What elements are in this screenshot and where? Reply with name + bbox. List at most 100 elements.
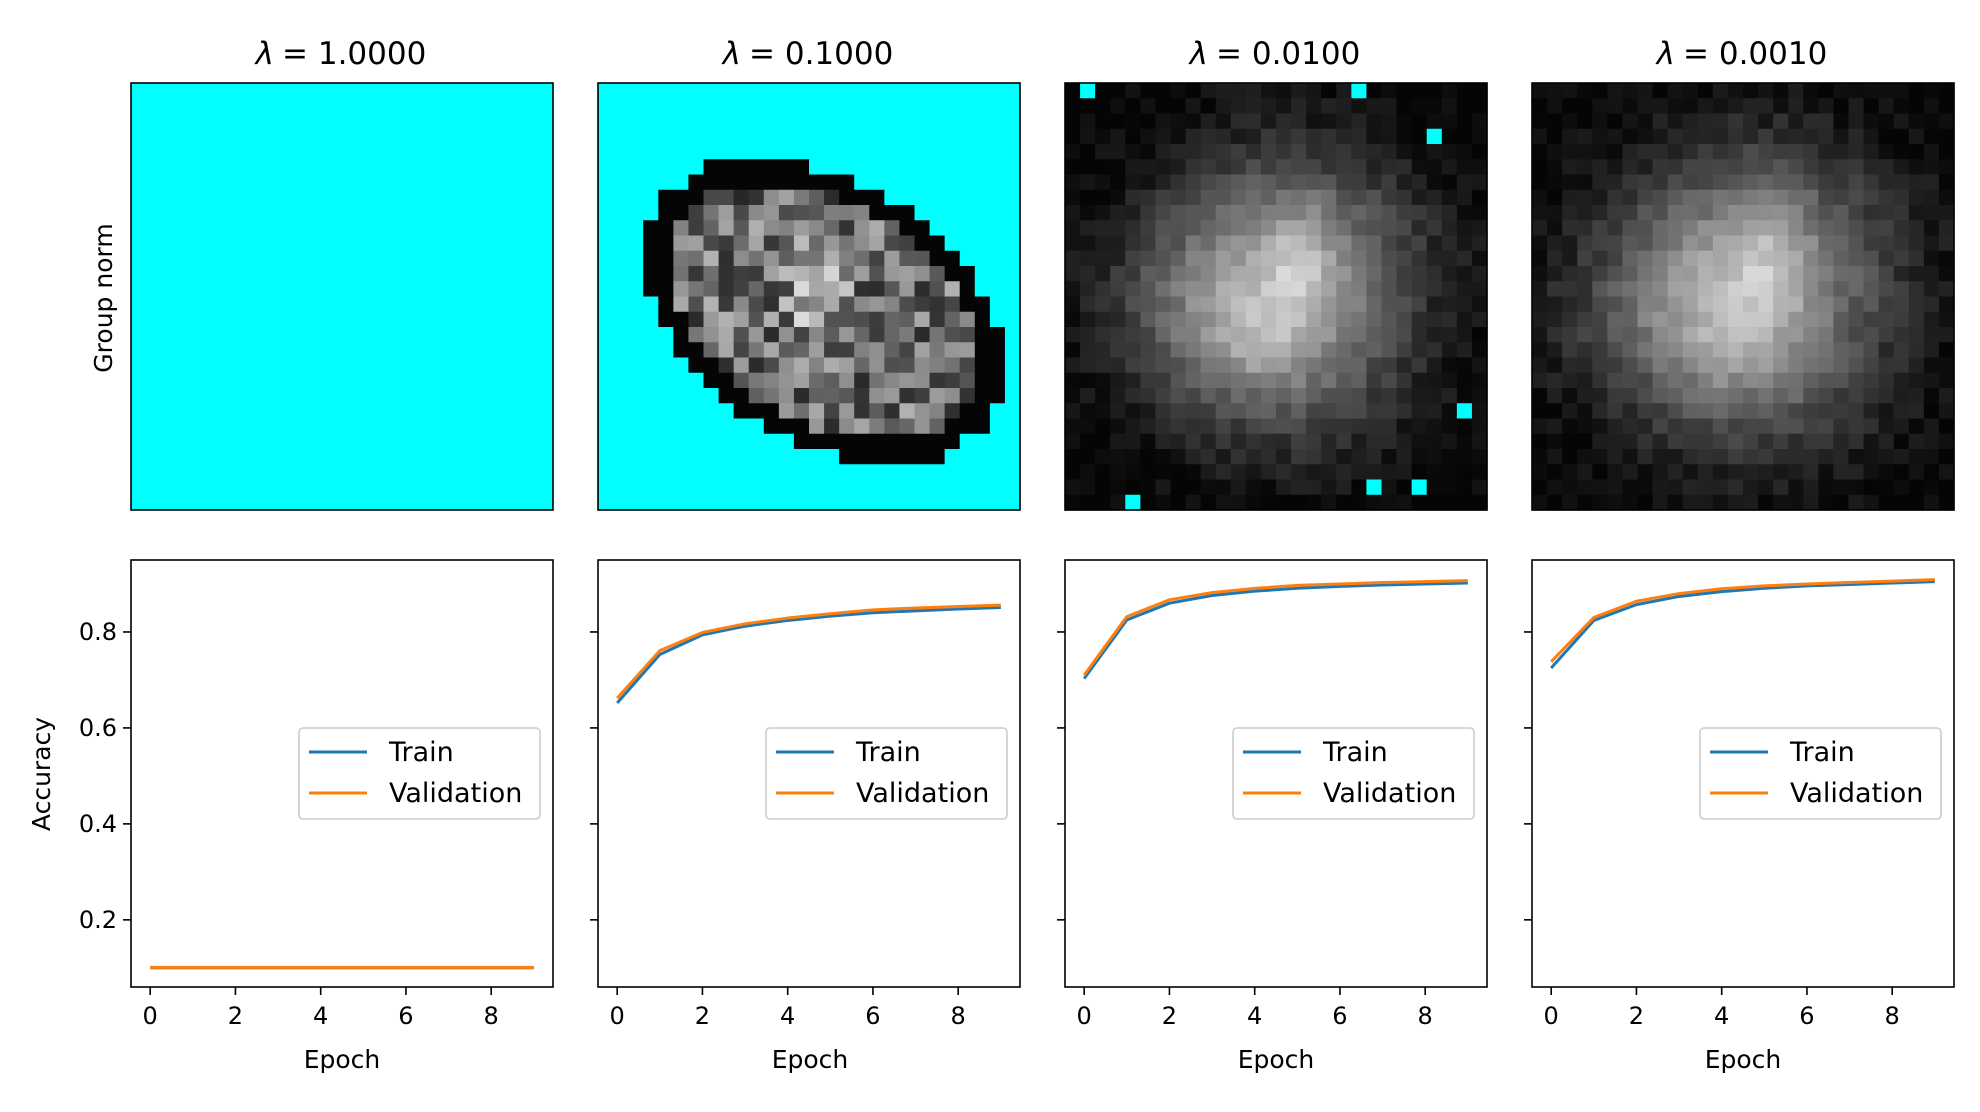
mask-pixel	[1667, 220, 1684, 237]
mask-pixel	[763, 433, 780, 450]
mask-pixel	[628, 433, 644, 450]
mask-pixel	[1908, 327, 1925, 343]
mask-pixel	[628, 296, 644, 313]
mask-pixel	[1938, 113, 1955, 130]
mask-pixel	[1276, 98, 1292, 115]
mask-pixel	[1893, 327, 1910, 343]
mask-pixel	[763, 327, 780, 343]
mask-pixel	[1562, 418, 1578, 435]
mask-pixel	[1607, 205, 1624, 221]
mask-pixel	[1758, 98, 1774, 115]
mask-pixel	[1652, 159, 1669, 176]
mask-pixel	[1155, 372, 1172, 389]
mask-pixel	[1547, 494, 1563, 511]
series-line-train	[1082, 581, 1468, 680]
mask-pixel	[748, 403, 765, 420]
mask-pixel	[1667, 113, 1684, 130]
mask-pixel	[914, 479, 931, 496]
mask-pixel	[884, 235, 901, 252]
mask-pixel	[1411, 128, 1428, 145]
mask-pixel	[824, 205, 840, 221]
mask-pixel	[1878, 311, 1895, 328]
mask-pixel	[899, 311, 916, 328]
mask-pixel	[1727, 357, 1744, 374]
mask-pixel	[929, 128, 946, 145]
mask-pixel	[1260, 403, 1277, 420]
y-tick-label: 0.4	[79, 810, 117, 838]
mask-pixel	[1893, 113, 1910, 130]
mask-pixel	[1818, 464, 1835, 481]
mask-pixel	[613, 98, 629, 115]
mask-pixel	[1727, 281, 1744, 298]
mask-pixel	[1291, 296, 1307, 313]
legend-label-validation: Validation	[389, 778, 522, 809]
mask-pixel	[1065, 403, 1081, 420]
mask-pixel	[718, 189, 735, 206]
mask-pixel	[1426, 449, 1443, 465]
mask-pixel	[1923, 144, 1940, 160]
mask-pixel	[1833, 372, 1850, 389]
mask-pixel	[733, 250, 750, 267]
mask-pixel	[793, 342, 810, 359]
mask-pixel	[1230, 250, 1247, 267]
mask-pixel	[598, 281, 614, 298]
mask-pixel	[1276, 159, 1292, 176]
mask-pixel	[1245, 342, 1262, 359]
mask-pixel	[974, 342, 991, 359]
mask-pixel	[1547, 205, 1563, 221]
mask-pixel	[703, 98, 720, 115]
mask-pixel	[854, 418, 870, 435]
mask-pixel	[1155, 357, 1172, 374]
mask-pixel	[1396, 113, 1413, 130]
mask-pixel	[1893, 494, 1910, 511]
mask-pixel	[1276, 250, 1292, 267]
mask-pixel	[1532, 403, 1548, 420]
mask-pixel	[1938, 403, 1955, 420]
mask-pixel	[974, 281, 991, 298]
mask-pixel	[643, 449, 659, 465]
legend-label-train: Train	[1789, 737, 1855, 768]
mask-pixel	[974, 464, 991, 481]
mask-pixel	[1712, 357, 1729, 374]
mask-pixel	[1712, 113, 1729, 130]
mask-pixel	[1426, 357, 1443, 374]
mask-pixel	[658, 357, 674, 374]
mask-pixel	[658, 372, 674, 389]
mask-pixel	[929, 403, 946, 420]
mask-pixel	[809, 342, 825, 359]
mask-pixel	[763, 464, 780, 481]
mask-pixel	[1682, 174, 1699, 191]
mask-pixel	[1923, 357, 1940, 374]
mask-pixel	[1095, 281, 1111, 298]
mask-pixel	[1622, 159, 1639, 176]
mask-pixel	[1908, 189, 1925, 206]
mask-pixel	[1848, 342, 1865, 359]
mask-pixel	[959, 128, 976, 145]
mask-pixel	[1396, 433, 1413, 450]
mask-pixel	[1321, 433, 1337, 450]
mask-pixel	[718, 205, 735, 221]
mask-pixel	[1622, 372, 1639, 389]
mask-pixel	[1140, 311, 1157, 328]
mask-pixel	[1080, 205, 1096, 221]
mask-pixel	[1276, 464, 1292, 481]
mask-pixel	[733, 433, 750, 450]
mask-pixel	[1426, 433, 1443, 450]
mask-pixel	[1230, 159, 1247, 176]
mask-pixel	[1411, 235, 1428, 252]
mask-pixel	[1396, 266, 1413, 282]
mask-pixel	[1773, 342, 1789, 359]
mask-pixel	[989, 418, 1006, 435]
mask-pixel	[748, 311, 765, 328]
mask-pixel	[658, 235, 674, 252]
mask-image-frame-3	[1064, 82, 1488, 511]
mask-pixel	[1878, 220, 1895, 237]
mask-pixel	[1592, 83, 1608, 99]
mask-pixel	[1426, 220, 1443, 237]
mask-pixel	[748, 98, 765, 115]
mask-pixel	[884, 464, 901, 481]
mask-pixel	[1923, 342, 1940, 359]
mask-pixel	[839, 418, 855, 435]
mask-pixel	[854, 494, 870, 511]
mask-pixel	[1727, 479, 1744, 496]
